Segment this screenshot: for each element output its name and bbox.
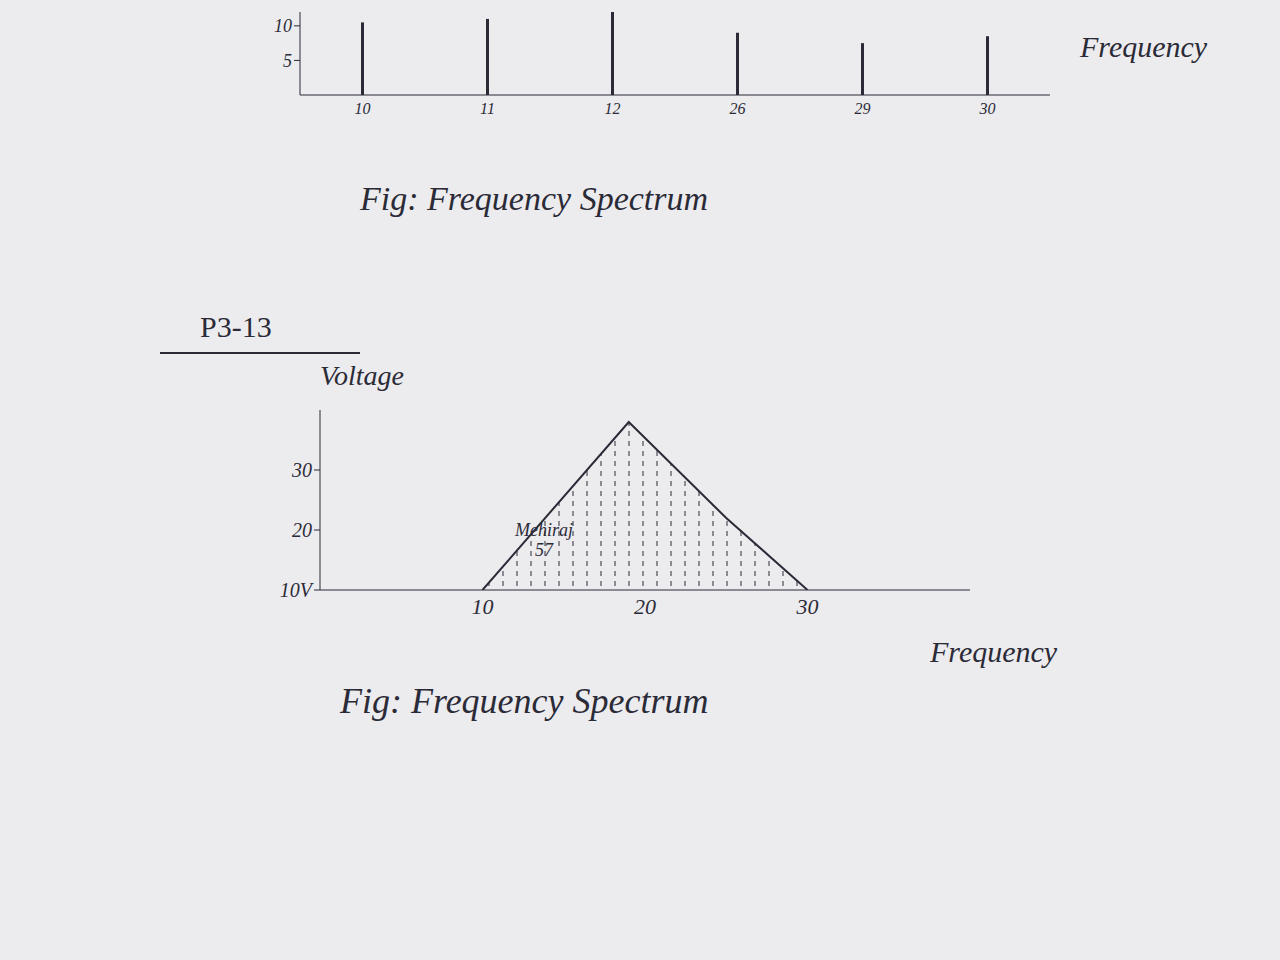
svg-text:10: 10 [355, 100, 371, 117]
html-text:Frequency: Frequency [1080, 30, 1208, 63]
html-text:Voltage: Voltage [320, 360, 404, 391]
html-text:57: 57 [535, 540, 553, 560]
svg-text:30: 30 [979, 100, 996, 117]
svg-text:30: 30 [796, 594, 819, 619]
svg-text:12: 12 [605, 100, 621, 117]
svg-text:10: 10 [472, 594, 494, 619]
svg-text:29: 29 [855, 100, 871, 117]
html-text:Fig: Frequency Spectrum: Fig: Frequency Spectrum [340, 681, 709, 721]
svg-text:30: 30 [291, 459, 312, 481]
svg-text:5: 5 [283, 51, 292, 71]
html-text:P3-13: P3-13 [200, 310, 272, 343]
html-text:Fig: Frequency Spectrum: Fig: Frequency Spectrum [360, 180, 709, 217]
svg-text:10V: 10V [280, 579, 315, 601]
svg-text:11: 11 [480, 100, 495, 117]
svg-text:26: 26 [730, 100, 746, 117]
svg-text:10: 10 [274, 16, 292, 36]
svg-text:20: 20 [634, 594, 656, 619]
html-text:Mehiraj: Mehiraj [515, 520, 573, 540]
svg-text:20: 20 [292, 519, 312, 541]
html-text:Frequency: Frequency [930, 635, 1058, 668]
